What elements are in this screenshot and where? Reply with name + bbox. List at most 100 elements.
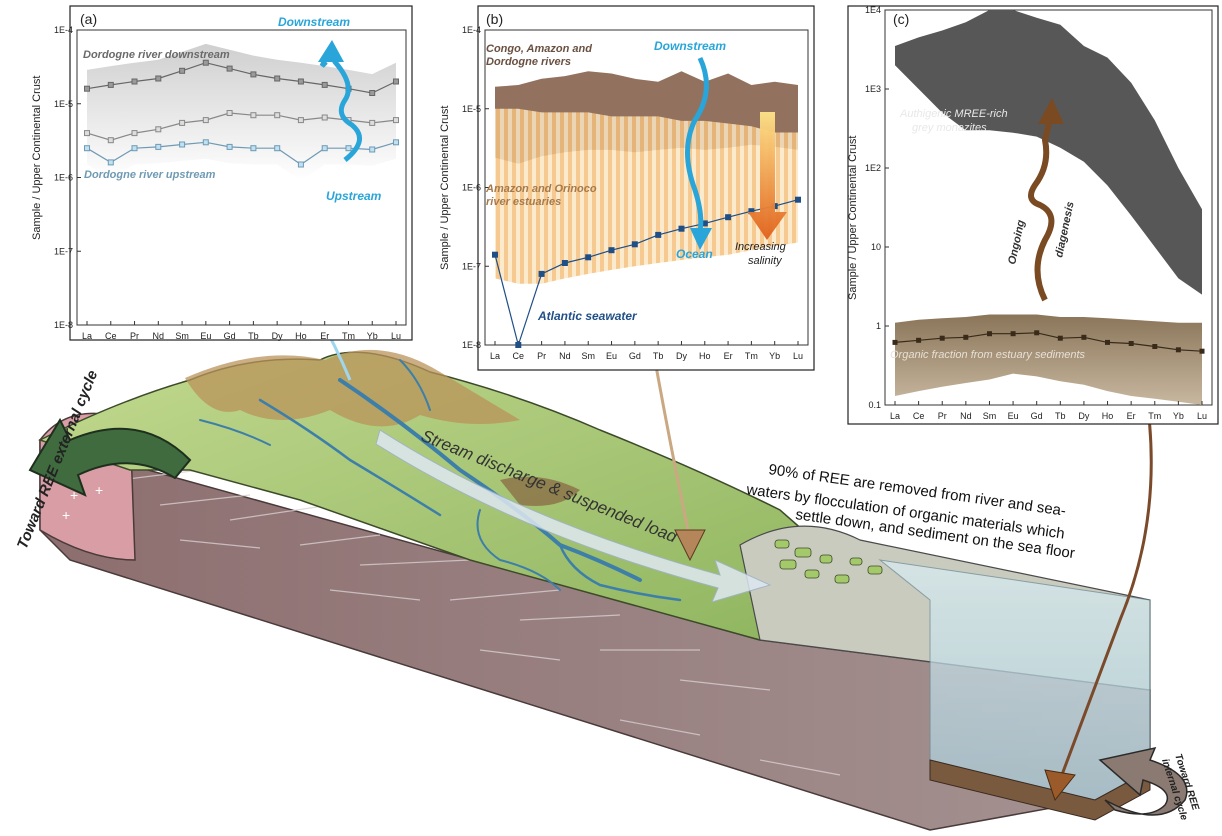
data-point (515, 342, 522, 348)
data-point (84, 130, 90, 137)
x-tick-label: Ce (913, 411, 925, 421)
data-point (179, 119, 186, 126)
x-tick-label: Yb (367, 331, 378, 341)
x-tick-label: Eu (200, 331, 211, 341)
x-tick-label: Er (724, 351, 733, 361)
panel-a-downstream-arrow (319, 43, 362, 162)
data-point (250, 145, 257, 152)
x-tick-label: Lu (793, 351, 803, 361)
x-tick-label: Yb (769, 351, 780, 361)
data-point (274, 75, 281, 82)
y-tick-label: 1E4 (865, 5, 881, 15)
data-point (297, 117, 304, 124)
series-line-0 (494, 199, 799, 348)
data-point (250, 112, 257, 119)
data-point (226, 110, 233, 116)
x-tick-label: La (490, 351, 500, 361)
series-line-0 (86, 62, 397, 94)
data-point (202, 139, 209, 146)
panel-a: (a) Sample / Upper Continental Crust 1E-… (31, 5, 413, 341)
x-tick-label: Yb (1173, 411, 1184, 421)
panel-a-downstream-arrowhead (318, 40, 344, 62)
data-point (155, 126, 162, 133)
panel-b: (b) Sample / Upper Continental Crust 1E-… (439, 5, 815, 371)
data-point (131, 130, 138, 137)
y-tick-label: 1E-7 (54, 246, 73, 256)
y-tick-label: 1E-4 (462, 25, 481, 35)
connector-c-arrowhead (1044, 769, 1076, 802)
x-tick-label: Tm (342, 331, 355, 341)
x-tick-label: Nd (960, 411, 972, 421)
data-point (226, 65, 233, 72)
band-2 (895, 10, 1202, 295)
data-point (345, 145, 352, 152)
data-point (250, 71, 257, 78)
svg-text:+: + (70, 487, 78, 503)
data-point (107, 81, 114, 88)
x-tick-label: Eu (606, 351, 617, 361)
stream-discharge-arrow (375, 429, 772, 603)
x-tick-label: Ho (295, 331, 307, 341)
data-point (274, 145, 281, 152)
x-tick-label: Tb (248, 331, 259, 341)
y-tick-label: 1E-7 (462, 261, 481, 271)
y-tick-label: 1E-8 (54, 320, 73, 330)
data-point (631, 241, 638, 248)
data-point (84, 145, 90, 152)
x-tick-label: Tb (653, 351, 664, 361)
x-tick-label: Tb (1055, 411, 1066, 421)
data-point (1010, 331, 1016, 337)
y-tick-label: 1E-6 (54, 173, 73, 183)
panel-a-ann-upstream: Upstream (326, 189, 382, 203)
data-point (321, 81, 328, 88)
data-point (131, 145, 138, 152)
data-point (892, 339, 898, 345)
data-point (84, 85, 90, 92)
panel-b-ann-estuaries-2: river estuaries (486, 196, 561, 208)
external-cycle-arrow (28, 417, 192, 497)
cliff-relief (500, 476, 580, 506)
x-tick-label: Nd (559, 351, 571, 361)
data-point (155, 143, 162, 150)
panel-b-ann-downstream: Downstream (654, 39, 726, 53)
data-point (393, 117, 399, 124)
data-point (1034, 330, 1040, 336)
data-point (107, 159, 114, 166)
svg-text:+: + (62, 507, 70, 523)
band-1 (895, 314, 1202, 405)
panel-a-ann-upstream-river: Dordogne river upstream (84, 169, 216, 181)
x-tick-label: Ho (699, 351, 711, 361)
y-tick-label: 1E-5 (54, 99, 73, 109)
x-tick-label: Tm (745, 351, 758, 361)
panel-c-label: (c) (893, 11, 909, 27)
x-tick-label: Ho (1102, 411, 1114, 421)
y-tick-label: 1E-8 (462, 340, 481, 350)
y-tick-label: 1E-6 (462, 183, 481, 193)
panel-c-ylabel: Sample / Upper Continental Crust (847, 136, 859, 300)
data-point (1081, 334, 1087, 340)
x-tick-label: Er (320, 331, 329, 341)
x-tick-label: Gd (1031, 411, 1043, 421)
panel-a-ann-downstream-river: Dordogne river downstream (83, 49, 230, 61)
data-point (963, 334, 969, 340)
x-tick-label: Pr (130, 331, 139, 341)
panel-b-ann-rivers-1: Congo, Amazon and (486, 43, 592, 55)
x-tick-label: Pr (537, 351, 546, 361)
data-point (1057, 335, 1063, 341)
data-point (274, 112, 281, 119)
x-tick-label: Sm (983, 411, 997, 421)
panel-b-ann-ocean: Ocean (676, 247, 713, 261)
y-tick-label: 10 (871, 242, 881, 252)
internal-cycle-arrow (1098, 746, 1188, 816)
data-point (678, 225, 685, 232)
panel-c: (c) Sample / Upper Continental Crust 1E4… (847, 5, 1219, 425)
x-tick-label: Gd (629, 351, 641, 361)
data-point (369, 90, 376, 96)
sediment-layers (929, 759, 1151, 821)
y-tick-label: 1E2 (865, 163, 881, 173)
panel-c-ann-monazite-1: Authigenic MREE-rich (899, 108, 1008, 120)
data-point (179, 67, 186, 74)
data-point (155, 75, 162, 82)
y-tick-label: 0.1 (868, 400, 881, 410)
x-tick-label: Er (1127, 411, 1136, 421)
